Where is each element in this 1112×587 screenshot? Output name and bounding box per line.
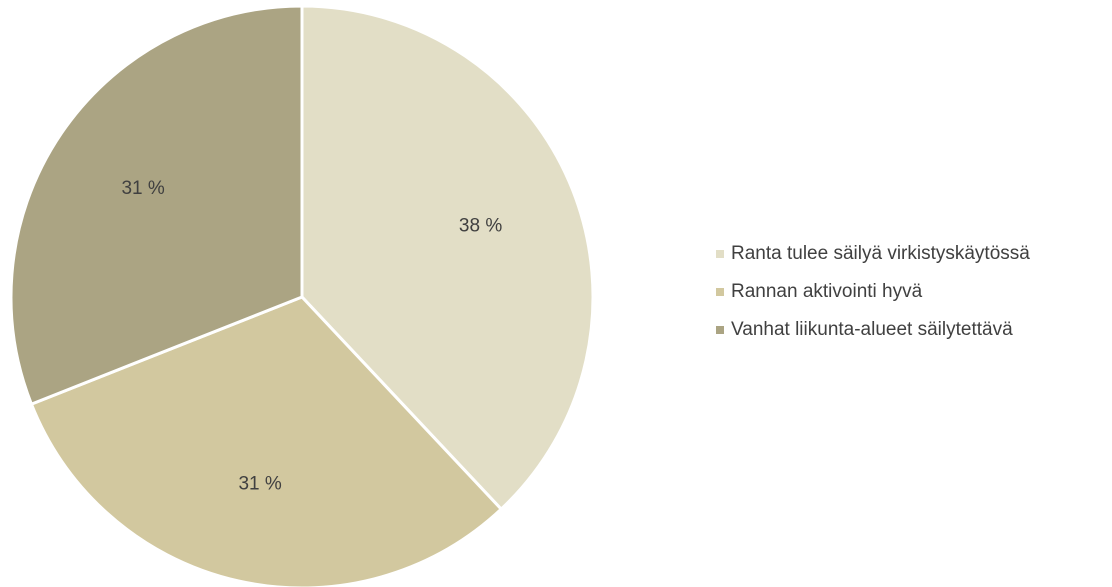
legend-item: Vanhat liikunta-alueet säilytettävä (716, 319, 1030, 340)
pie-slice (29, 295, 503, 587)
legend-swatch (716, 250, 724, 258)
slice-label: 31 % (238, 473, 281, 494)
pie-slice (300, 4, 595, 511)
slice-label: 31 % (121, 178, 164, 199)
legend-swatch (716, 326, 724, 334)
legend-label: Vanhat liikunta-alueet säilytettävä (731, 319, 1013, 340)
pie-chart: 38 % 31 % 31 % (9, 4, 595, 587)
slice-label: 38 % (459, 215, 502, 236)
legend-label: Rannan aktivointi hyvä (731, 281, 923, 302)
legend-label: Ranta tulee säilyä virkistyskäytössä (731, 243, 1030, 264)
pie-slice (9, 4, 304, 406)
legend-item: Ranta tulee säilyä virkistyskäytössä (716, 243, 1030, 264)
legend-item: Rannan aktivointi hyvä (716, 281, 1030, 302)
legend-swatch (716, 288, 724, 296)
legend: Ranta tulee säilyä virkistyskäytössä Ran… (716, 243, 1030, 358)
